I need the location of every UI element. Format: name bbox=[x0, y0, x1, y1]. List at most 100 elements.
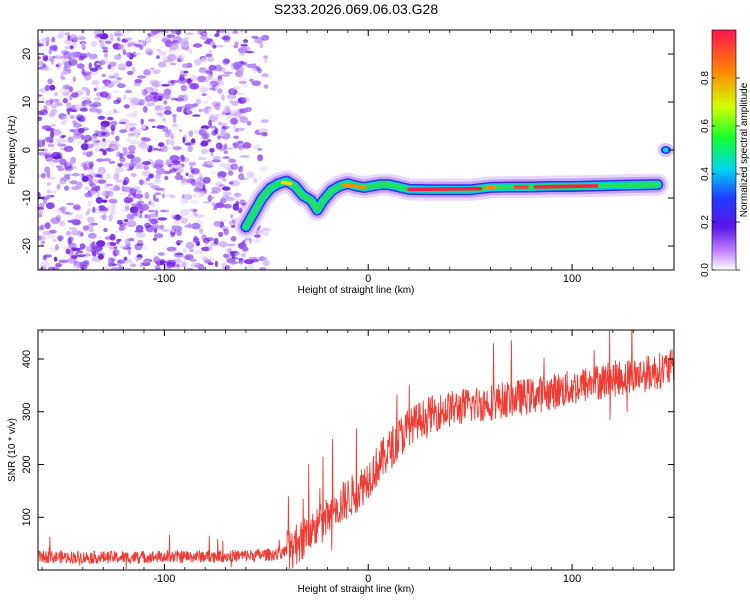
spectrogram-noise-blob bbox=[108, 143, 114, 148]
colorbar-frame bbox=[711, 29, 737, 271]
spectrogram-noise-blob bbox=[186, 267, 194, 270]
spectrogram-noise-blob bbox=[147, 33, 152, 38]
spectrogram-noise-blob bbox=[230, 88, 234, 94]
spectrogram-noise-blob bbox=[92, 250, 97, 257]
spectrogram-noise-blob bbox=[172, 124, 178, 127]
spectrogram-noise-blob bbox=[117, 63, 127, 70]
spectrogram-noise-blob bbox=[59, 177, 67, 185]
spectrogram-noise-blob bbox=[214, 103, 221, 111]
spectrogram-noise-blob bbox=[191, 138, 196, 144]
spectrogram-noise-blob bbox=[210, 152, 214, 157]
spectrogram-noise-blob bbox=[163, 59, 173, 63]
spectrogram-noise-blob bbox=[164, 30, 169, 34]
spectrogram-noise-blob bbox=[101, 131, 111, 137]
spectrogram-noise-blob bbox=[231, 100, 239, 107]
spectrogram-noise-blob bbox=[212, 44, 217, 49]
spectrogram-noise-blob bbox=[221, 186, 231, 191]
spectrogram-noise-blob bbox=[213, 237, 219, 245]
spectrogram-noise-blob bbox=[199, 86, 207, 94]
spectrogram-noise-blob bbox=[107, 116, 114, 121]
spectrogram-noise-blob bbox=[208, 245, 213, 251]
spectrogram-noise-blob bbox=[134, 193, 144, 199]
spectrogram-noise-blob bbox=[48, 267, 54, 270]
spectrogram-noise-blob bbox=[108, 125, 116, 129]
spectrogram-noise-blob bbox=[122, 146, 128, 154]
spectrogram-noise-blob bbox=[249, 78, 254, 82]
snr-x-tick-label: -100 bbox=[153, 573, 175, 585]
spectrogram-noise-blob bbox=[101, 73, 107, 77]
spectrogram-noise-blob bbox=[225, 264, 230, 270]
spectrogram-noise-blob bbox=[89, 67, 98, 72]
spectrogram-noise-blob bbox=[102, 50, 109, 53]
spectrogram-noise-blob bbox=[127, 189, 136, 195]
spectrogram-noise-blob bbox=[158, 224, 164, 230]
spectrogram-noise-blob bbox=[126, 52, 133, 58]
spectrogram-noise-blob bbox=[133, 82, 142, 87]
spectrogram-noise-blob bbox=[168, 49, 177, 56]
spectrogram-noise-blob bbox=[115, 179, 124, 183]
spectrogram-noise-blob bbox=[50, 108, 58, 115]
spectrogram-noise-blob bbox=[245, 50, 255, 54]
spectrogram-noise-blob bbox=[192, 237, 200, 244]
spectrogram-noise-blob bbox=[90, 164, 94, 170]
spectrogram-noise-blob bbox=[252, 67, 257, 74]
spectrogram-noise-blob bbox=[237, 208, 243, 214]
spectrogram-noise-blob bbox=[88, 227, 94, 232]
colorbar-tick-label: 0.6 bbox=[700, 119, 711, 133]
spectrogram-noise-blob bbox=[143, 69, 152, 76]
spectrogram-noise-blob bbox=[70, 255, 78, 259]
spectrogram-noise-blob bbox=[220, 74, 231, 77]
spectrogram-noise-blob bbox=[81, 68, 85, 75]
spectrogram-noise-blob bbox=[115, 249, 119, 255]
spectrogram-noise-blob bbox=[102, 138, 106, 142]
spectrogram-noise-blob bbox=[166, 34, 175, 39]
spectrogram-noise-blob bbox=[112, 73, 120, 77]
spectrogram-noise-blob bbox=[56, 152, 63, 158]
spectrogram-noise-blob bbox=[65, 32, 70, 36]
spectrogram-noise-blob bbox=[71, 173, 80, 177]
spectrogram-noise-blob bbox=[126, 30, 131, 33]
spectrogram-noise-blob bbox=[103, 227, 108, 233]
spectrogram-noise-blob bbox=[186, 78, 192, 85]
spectrogram-noise-blob bbox=[113, 99, 121, 105]
spectrogram-noise-blob bbox=[151, 125, 156, 129]
spectrogram-noise-blob bbox=[261, 34, 270, 41]
spectrogram-noise-blob bbox=[206, 196, 216, 200]
spectrogram-noise-blob bbox=[153, 233, 164, 239]
spectrogram-noise-blob bbox=[184, 32, 194, 35]
spectrogram-noise-blob bbox=[201, 256, 208, 261]
spectrogram-noise-blob bbox=[127, 144, 136, 152]
spectrogram-noise-blob bbox=[190, 178, 196, 186]
spectrogram-noise-blob bbox=[128, 150, 135, 154]
spectrogram-y-tick-label: -10 bbox=[21, 190, 33, 206]
spectrogram-noise-blob bbox=[164, 193, 174, 197]
spectrogram-noise-blob bbox=[233, 135, 240, 139]
spectrogram-noise-blob bbox=[38, 174, 41, 178]
spectrogram-noise-blob bbox=[38, 94, 43, 97]
spectrogram-noise-blob bbox=[67, 108, 71, 116]
spectrogram-noise-blob bbox=[162, 55, 169, 61]
spectrogram-noise-blob bbox=[57, 167, 65, 171]
spectrogram-noise-blob bbox=[38, 96, 45, 102]
spectrogram-noise-blob bbox=[242, 142, 252, 149]
spectrogram-noise-blob bbox=[203, 132, 210, 140]
spectrogram-noise-blob bbox=[222, 156, 230, 159]
spectrogram-noise-blob bbox=[107, 204, 117, 213]
spectrogram-noise-blob bbox=[87, 216, 95, 223]
spectrogram-noise-blob bbox=[63, 174, 73, 177]
spectrogram-noise-blob bbox=[57, 30, 65, 39]
spectrogram-noise-blob bbox=[110, 266, 120, 270]
spectrogram-noise-blob bbox=[102, 46, 109, 51]
spectrogram-noise-blob bbox=[184, 103, 194, 110]
spectrogram-noise-blob bbox=[94, 129, 99, 135]
spectrogram-noise-blob bbox=[161, 117, 167, 122]
spectrogram-noise-blob bbox=[130, 215, 134, 220]
spectrogram-noise-blob bbox=[238, 173, 245, 180]
spectrogram-noise-blob bbox=[50, 217, 60, 225]
spectrogram-noise-blob bbox=[218, 144, 226, 152]
spectrogram-noise-blob bbox=[203, 100, 209, 104]
spectrogram-noise-blob bbox=[135, 231, 146, 238]
spectrogram-noise-blob bbox=[180, 208, 190, 217]
spectrogram-noise-blob bbox=[84, 174, 94, 181]
spectrogram-noise-blob bbox=[259, 267, 267, 270]
